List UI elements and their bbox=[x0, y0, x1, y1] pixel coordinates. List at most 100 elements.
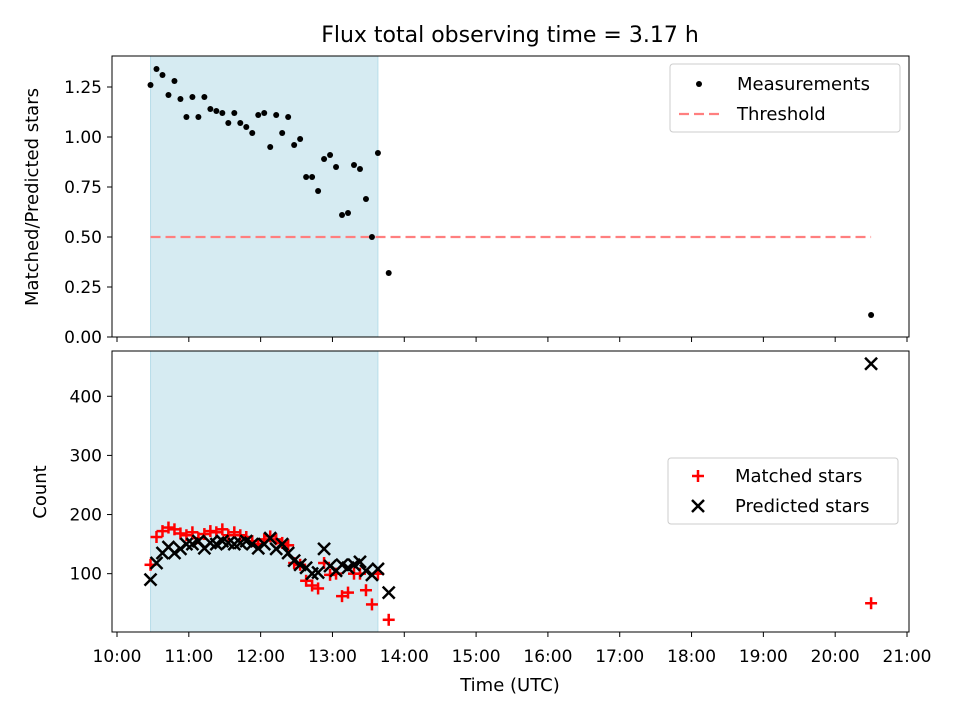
predicted-star-point bbox=[167, 546, 182, 560]
top-x-ticks bbox=[116, 337, 908, 342]
measurement-point bbox=[279, 130, 286, 136]
predicted-star-point-b bbox=[317, 541, 331, 556]
measurement-point bbox=[165, 92, 172, 98]
predicted-star-point-b bbox=[179, 537, 194, 551]
predicted-star-point bbox=[311, 565, 325, 580]
measurement-point bbox=[147, 82, 154, 88]
predicted-star-point bbox=[275, 537, 290, 551]
top-y-tick-label: 0.75 bbox=[64, 178, 102, 198]
legend-matched-marker bbox=[692, 470, 704, 482]
predicted-star-point bbox=[143, 572, 158, 587]
measurement-point bbox=[362, 196, 369, 202]
bottom-shaded-span bbox=[150, 350, 379, 633]
legend-predicted-label: Predicted stars bbox=[735, 496, 869, 517]
measurement-point bbox=[195, 114, 202, 120]
measurement-point bbox=[255, 112, 262, 118]
measurement-point bbox=[213, 108, 220, 114]
predicted-star-point-b bbox=[239, 534, 254, 549]
measurement-point bbox=[231, 110, 238, 116]
measurement-point bbox=[159, 72, 166, 78]
measurement-point bbox=[315, 188, 322, 194]
bottom-axes-frame bbox=[111, 350, 910, 633]
predicted-star-point-b bbox=[215, 534, 230, 549]
measurement-point bbox=[201, 94, 208, 100]
measurement-point bbox=[374, 150, 381, 156]
predicted-star-point-b bbox=[143, 572, 158, 587]
matched-star-point bbox=[382, 613, 395, 626]
x-tick-label: 21:00 bbox=[883, 647, 932, 667]
top-y-ticks: 0.00 0.25 0.50 0.75 1.00 1.25 bbox=[64, 78, 112, 348]
predicted-star-point-b bbox=[251, 541, 266, 556]
measurement-point bbox=[327, 152, 334, 158]
bottom-x-ticks: 10:00 11:00 12:00 13:00 14:00 15:00 16:00 17:00… bbox=[93, 632, 932, 667]
x-tick-label: 11:00 bbox=[164, 647, 213, 667]
measurement-point bbox=[267, 144, 274, 150]
predicted-star-point-b bbox=[203, 536, 218, 550]
top-y-axis-label: Matched/Predicted stars bbox=[22, 88, 43, 306]
predicted-star-point bbox=[353, 554, 367, 569]
legend-matched-label: Matched stars bbox=[735, 466, 862, 487]
predicted-star-point-b bbox=[221, 536, 236, 550]
bottom-y-ticks: 100 200 300 400 bbox=[70, 387, 112, 585]
x-tick-label: 16:00 bbox=[523, 647, 572, 667]
measurement-point bbox=[219, 110, 226, 116]
predicted-star-point bbox=[381, 585, 396, 600]
matched-star-point bbox=[365, 598, 378, 611]
measurement-point bbox=[207, 106, 214, 112]
predicted-star-point bbox=[149, 556, 164, 570]
bottom-y-tick-label: 100 bbox=[70, 565, 102, 585]
predicted-star-point-b bbox=[167, 546, 182, 560]
legend-predicted-marker bbox=[691, 499, 705, 513]
x-tick-label: 15:00 bbox=[452, 647, 501, 667]
measurement-point bbox=[261, 110, 268, 116]
measurement-point bbox=[345, 210, 352, 216]
top-y-tick-label: 0.00 bbox=[64, 328, 102, 348]
bottom-y-tick-label: 300 bbox=[70, 446, 102, 466]
measurement-point bbox=[297, 136, 304, 142]
bottom-y-tick-label: 200 bbox=[70, 506, 102, 526]
top-y-tick-label: 0.25 bbox=[64, 278, 102, 298]
measurement-point bbox=[225, 120, 232, 126]
predicted-star-point-b bbox=[864, 356, 878, 371]
bottom-panel: 100 200 300 400 10:00 11:00 12:00 13:00 14:00 15… bbox=[30, 350, 932, 696]
legend-measurements-label: Measurements bbox=[737, 74, 870, 95]
predicted-star-point bbox=[245, 537, 260, 551]
predicted-star-point bbox=[263, 531, 278, 546]
predicted-star-point-b bbox=[311, 565, 325, 580]
measurement-point bbox=[351, 162, 357, 168]
measurement-point bbox=[368, 234, 375, 240]
top-y-tick-label: 1.25 bbox=[64, 78, 102, 98]
matched-star-point bbox=[865, 597, 878, 610]
predicted-star-point bbox=[287, 553, 302, 568]
measurement-point bbox=[189, 94, 196, 100]
measurement-point bbox=[333, 164, 340, 170]
measurement-point bbox=[303, 174, 310, 180]
predicted-star-point-b bbox=[281, 546, 296, 560]
matched-star-point bbox=[342, 586, 355, 599]
matched-star-point bbox=[312, 582, 325, 595]
matched-star-point bbox=[162, 521, 175, 534]
x-tick-label: 17:00 bbox=[595, 647, 644, 667]
measurement-point bbox=[153, 66, 160, 72]
predicted-star-point-b bbox=[149, 556, 164, 570]
predicted-star-point bbox=[179, 537, 194, 551]
predicted-star-point bbox=[317, 541, 331, 556]
measurement-point bbox=[309, 174, 316, 180]
measurement-point bbox=[243, 124, 250, 130]
matched-star-point bbox=[150, 531, 163, 544]
x-tick-label: 18:00 bbox=[667, 647, 716, 667]
bottom-y-tick-label: 400 bbox=[70, 387, 102, 407]
x-tick-label: 14:00 bbox=[380, 647, 429, 667]
bottom-points-layer bbox=[143, 356, 878, 626]
predicted-star-point-b bbox=[371, 562, 385, 576]
predicted-star-point-b bbox=[293, 557, 308, 572]
predicted-star-point-b bbox=[245, 537, 260, 551]
measurement-point bbox=[868, 312, 875, 318]
figure-title: Flux total observing time = 3.17 h bbox=[321, 23, 699, 48]
measurement-point bbox=[177, 96, 184, 102]
legend-threshold-label: Threshold bbox=[736, 104, 826, 125]
x-tick-label: 20:00 bbox=[811, 647, 860, 667]
measurement-point bbox=[385, 270, 392, 276]
measurement-point bbox=[273, 112, 280, 118]
